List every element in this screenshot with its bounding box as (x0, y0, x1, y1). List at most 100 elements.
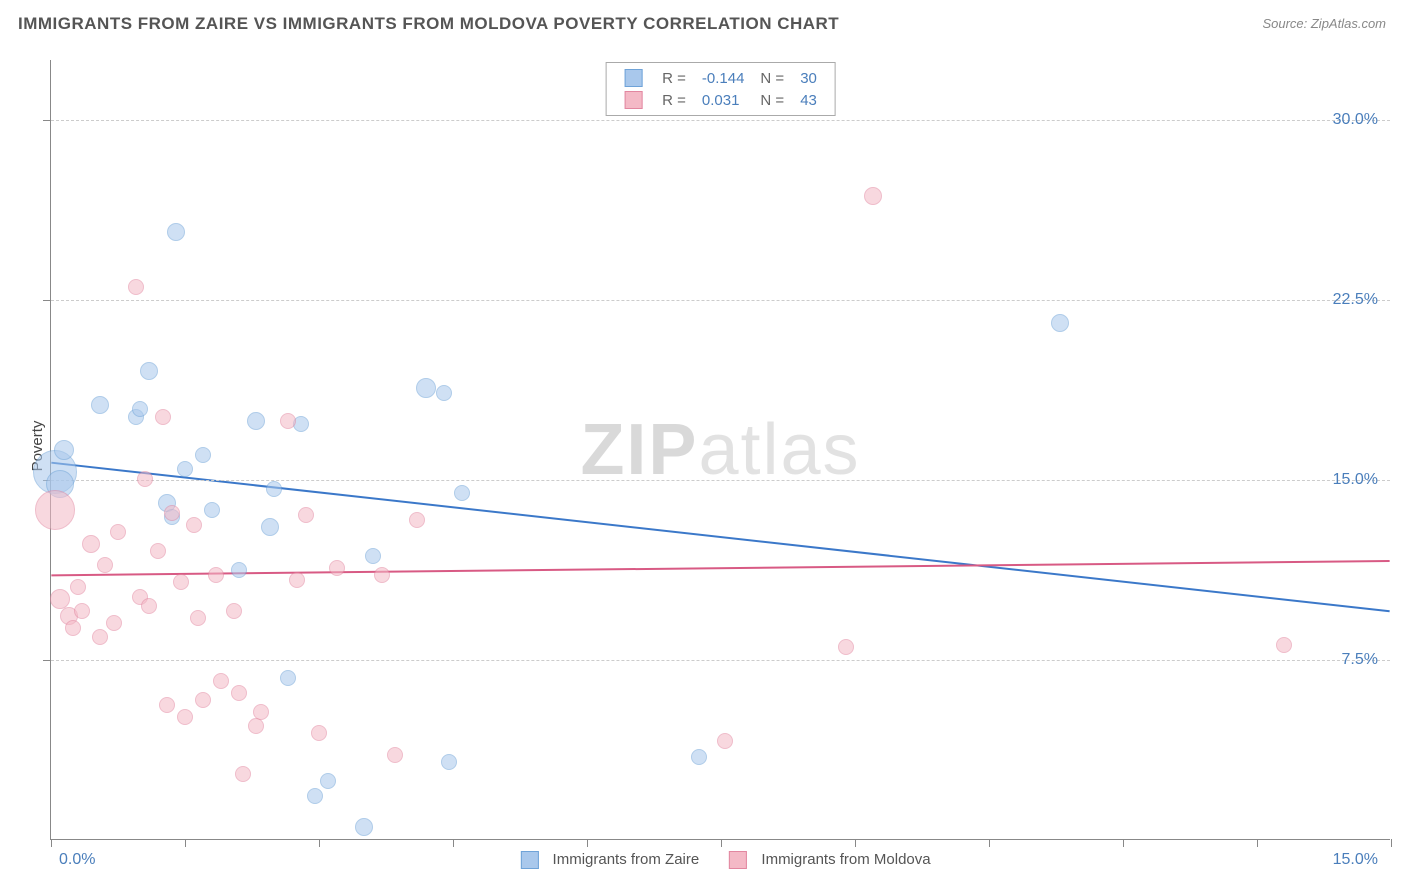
r-value: -0.144 (694, 67, 753, 89)
data-point-moldova (195, 692, 211, 708)
swatch-zaire (624, 69, 642, 87)
data-point-moldova (164, 505, 180, 521)
data-point-moldova (329, 560, 345, 576)
chart-title: IMMIGRANTS FROM ZAIRE VS IMMIGRANTS FROM… (18, 14, 1388, 34)
data-point-moldova (65, 620, 81, 636)
data-point-moldova (141, 598, 157, 614)
data-point-zaire (195, 447, 211, 463)
trend-line-zaire (51, 463, 1389, 612)
data-point-moldova (128, 279, 144, 295)
data-point-moldova (106, 615, 122, 631)
data-point-zaire (1051, 314, 1069, 332)
x-axis-max-label: 15.0% (1333, 851, 1378, 869)
data-point-moldova (70, 579, 86, 595)
watermark: ZIPatlas (580, 409, 860, 491)
data-point-moldova (177, 709, 193, 725)
data-point-zaire (307, 788, 323, 804)
data-point-moldova (137, 471, 153, 487)
data-point-moldova (190, 610, 206, 626)
y-tick (43, 120, 51, 121)
x-tick (989, 839, 990, 847)
data-point-moldova (280, 413, 296, 429)
n-label: N = (752, 67, 792, 89)
data-point-moldova (298, 507, 314, 523)
gridline (51, 120, 1390, 121)
y-tick (43, 660, 51, 661)
swatch-moldova (624, 91, 642, 109)
data-point-moldova (248, 718, 264, 734)
data-point-moldova (1276, 637, 1292, 653)
data-point-moldova (159, 697, 175, 713)
n-value: 30 (792, 67, 825, 89)
x-tick (453, 839, 454, 847)
legend-item-moldova: Immigrants from Moldova (719, 851, 930, 868)
data-point-moldova (226, 603, 242, 619)
data-point-moldova (253, 704, 269, 720)
data-point-moldova (213, 673, 229, 689)
y-tick-label: 30.0% (1333, 111, 1378, 129)
y-tick-label: 22.5% (1333, 291, 1378, 309)
swatch-moldova (729, 851, 747, 869)
trend-line-moldova (51, 561, 1389, 575)
x-tick (319, 839, 320, 847)
data-point-zaire (280, 670, 296, 686)
data-point-moldova (150, 543, 166, 559)
data-point-moldova (173, 574, 189, 590)
data-point-moldova (231, 685, 247, 701)
legend-row-moldova: R =0.031N =43 (616, 89, 825, 111)
gridline (51, 660, 1390, 661)
data-point-zaire (441, 754, 457, 770)
data-point-zaire (177, 461, 193, 477)
data-point-moldova (838, 639, 854, 655)
data-point-zaire (365, 548, 381, 564)
data-point-zaire (91, 396, 109, 414)
legend-row-zaire: R =-0.144N =30 (616, 67, 825, 89)
n-value: 43 (792, 89, 825, 111)
data-point-moldova (235, 766, 251, 782)
x-axis-min-label: 0.0% (59, 851, 95, 869)
data-point-moldova (409, 512, 425, 528)
gridline (51, 480, 1390, 481)
r-value: 0.031 (694, 89, 753, 111)
x-tick (1257, 839, 1258, 847)
data-point-zaire (54, 440, 74, 460)
data-point-zaire (454, 485, 470, 501)
data-point-zaire (355, 818, 373, 836)
data-point-moldova (289, 572, 305, 588)
r-label: R = (654, 89, 694, 111)
data-point-moldova (35, 490, 75, 530)
data-point-moldova (82, 535, 100, 553)
data-point-zaire (436, 385, 452, 401)
x-tick (185, 839, 186, 847)
x-tick (587, 839, 588, 847)
y-tick-label: 7.5% (1342, 651, 1378, 669)
correlation-legend: R =-0.144N =30R =0.031N =43 (605, 62, 836, 116)
data-point-moldova (110, 524, 126, 540)
gridline (51, 300, 1390, 301)
data-point-moldova (74, 603, 90, 619)
data-point-zaire (266, 481, 282, 497)
data-point-zaire (231, 562, 247, 578)
x-tick (721, 839, 722, 847)
n-label: N = (752, 89, 792, 111)
data-point-moldova (311, 725, 327, 741)
data-point-moldova (864, 187, 882, 205)
source-attribution: Source: ZipAtlas.com (1262, 16, 1386, 31)
data-point-zaire (167, 223, 185, 241)
data-point-zaire (416, 378, 436, 398)
data-point-zaire (691, 749, 707, 765)
data-point-moldova (92, 629, 108, 645)
data-point-moldova (208, 567, 224, 583)
data-point-zaire (261, 518, 279, 536)
series-legend: Immigrants from Zaire Immigrants from Mo… (500, 851, 940, 869)
data-point-moldova (186, 517, 202, 533)
x-tick (1391, 839, 1392, 847)
data-point-moldova (97, 557, 113, 573)
data-point-moldova (155, 409, 171, 425)
data-point-moldova (387, 747, 403, 763)
data-point-zaire (247, 412, 265, 430)
x-tick (855, 839, 856, 847)
data-point-zaire (320, 773, 336, 789)
swatch-zaire (520, 851, 538, 869)
data-point-zaire (140, 362, 158, 380)
